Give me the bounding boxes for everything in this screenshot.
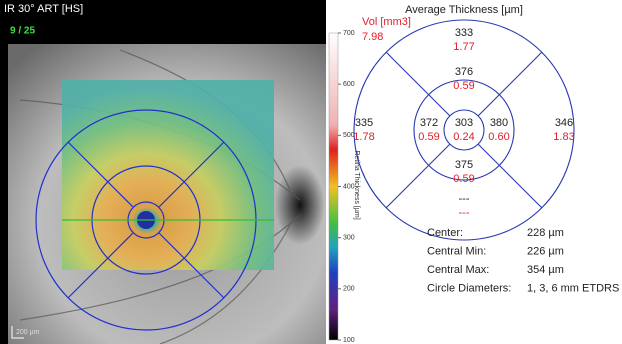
sector-volume: 0.60 [488,131,509,143]
stat-value: 1, 3, 6 mm ETDRS [527,282,619,294]
sector-volume: 1.83 [553,131,574,143]
sector-thickness: --- [459,193,470,205]
scale-bar-label: 200 µm [16,329,40,336]
sector-volume: --- [459,207,470,219]
sector-thickness: 333 [455,27,473,39]
sector-volume: 1.77 [453,41,474,53]
colorbar-tick-label: 100 [343,337,355,344]
sector-volume: 0.59 [418,131,439,143]
stat-value: 226 µm [527,245,564,257]
colorbar-tick-label: 200 [343,286,355,293]
optic-disc [275,165,325,245]
sector-volume: 0.59 [453,173,474,185]
sector-thickness: 303 [455,117,473,129]
slice-index: 9 / 25 [10,26,35,37]
stat-label: Central Max: [427,264,489,276]
sector-volume: 0.59 [453,80,474,92]
sector-thickness: 346 [555,117,573,129]
stat-label: Circle Diameters: [427,282,511,294]
sector-thickness: 376 [455,66,473,78]
colorbar [329,33,338,340]
grid-title: Average Thickness [µm] [405,4,523,16]
sector-thickness: 380 [490,117,508,129]
colorbar-tick-label: 300 [343,235,355,242]
thickness-report: IR 30° ART [HS] 9 / 25 200 µm Retina Thi… [0,0,622,344]
total-volume: 7.98 [362,31,383,43]
sector-thickness: 372 [420,117,438,129]
colorbar-tick-label: 400 [343,183,355,190]
colorbar-tick-label: 500 [343,132,355,139]
sector-volume: 0.24 [453,131,474,143]
sector-volume: 1.78 [353,131,374,143]
sector-thickness: 375 [455,159,473,171]
stat-value: 228 µm [527,227,564,239]
sector-thickness: 335 [355,117,373,129]
volume-label: Vol [mm3] [362,16,411,28]
stat-value: 354 µm [527,264,564,276]
colorbar-tick-label: 600 [343,81,355,88]
stat-label: Center: [427,227,463,239]
colorbar-tick-label: 700 [343,30,355,37]
stat-label: Central Min: [427,245,486,257]
image-title: IR 30° ART [HS] [4,3,83,15]
